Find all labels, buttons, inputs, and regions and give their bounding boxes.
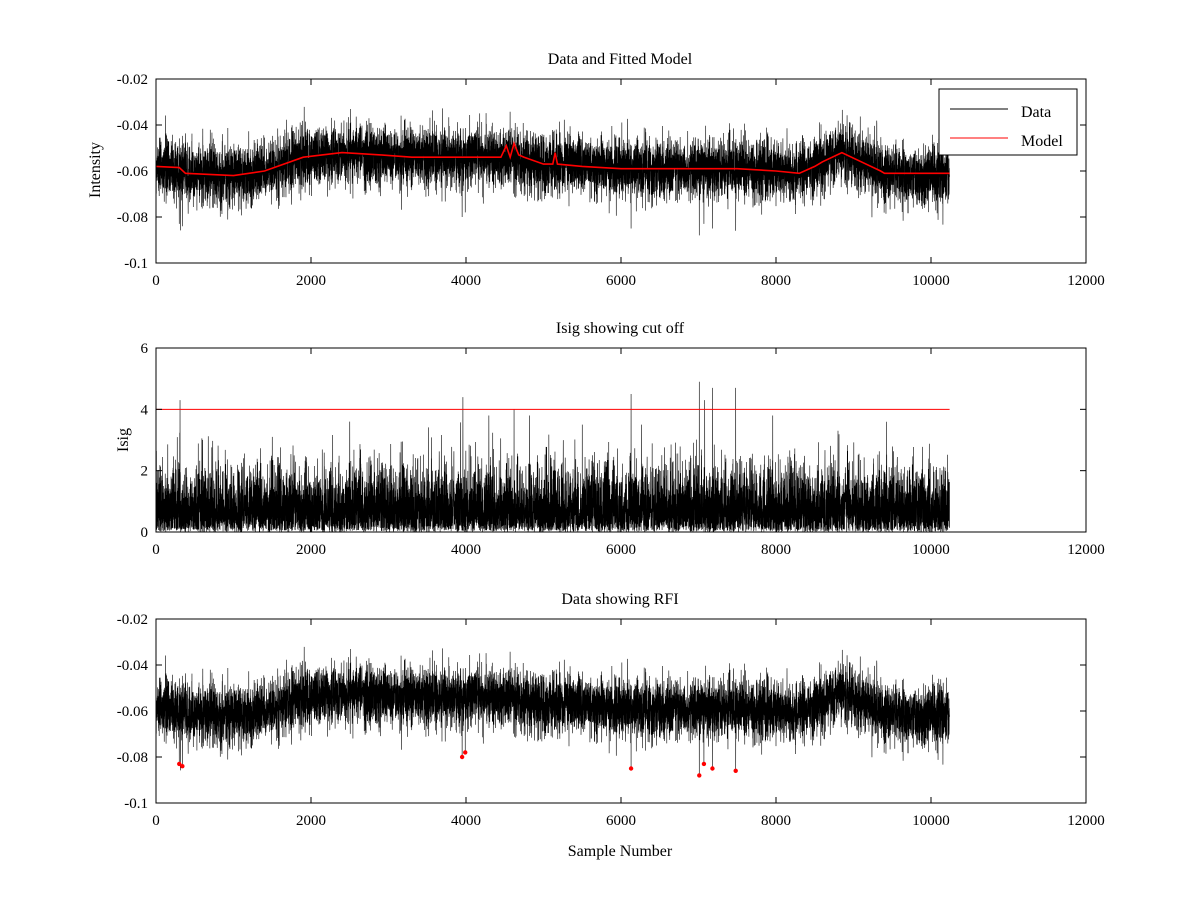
panel-3-rfi-point — [628, 766, 634, 771]
panel-2-xtick-label: 6000 — [606, 542, 636, 558]
panel-2-xtick-label: 12000 — [1067, 542, 1105, 558]
panel-1-ytick-label: -0.04 — [117, 118, 149, 134]
panel-2-xtick-label: 2000 — [296, 542, 326, 558]
panel-2-xtick-label: 4000 — [451, 542, 481, 558]
panel-3-rfi-point — [701, 761, 707, 767]
panel-3-ytick-label: -0.06 — [117, 704, 149, 720]
panel-2-plot: 0 2000 4000 6000 8000 10000 12000 0 2 4 6 — [141, 341, 1105, 558]
panel-1-ytick-label: -0.02 — [117, 72, 148, 88]
panel-3-rfi-point — [180, 764, 185, 769]
panel-isig: Isig showing cut off 0 2000 4000 6000 8000 10… — [115, 320, 1105, 558]
panel-3-xtick-label: 12000 — [1067, 813, 1105, 829]
panel-3-ytick-label: -0.08 — [117, 750, 148, 766]
panel-2-ytick-label: 2 — [141, 464, 149, 480]
panel-1-title: Data and Fitted Model — [548, 51, 693, 68]
panel-1-plot: 0 2000 4000 6000 8000 10000 12000 -0.02 -0.04 -0.… — [117, 72, 1105, 289]
legend: Data Model — [938, 88, 1078, 156]
panel-1-series-data — [155, 106, 950, 236]
panel-1-ytick-label: -0.08 — [117, 210, 148, 226]
panel-1-xtick-label: 2000 — [296, 273, 326, 289]
panel-3-rfi-point — [697, 773, 702, 778]
panel-2-series-isig — [155, 381, 950, 533]
panel-3-ytick-label: -0.04 — [117, 658, 149, 674]
panel-3-rfi-point — [463, 750, 468, 755]
panel-2-title: Isig showing cut off — [556, 320, 685, 337]
panel-3-ytick-label: -0.1 — [124, 796, 148, 812]
panel-3-title: Data showing RFI — [561, 591, 678, 608]
panel-1-xtick-label: 6000 — [606, 273, 636, 289]
panel-2-ytick-label: 4 — [141, 402, 149, 418]
panel-3-xtick-label: 10000 — [912, 813, 950, 829]
panel-3-xtick-label: 2000 — [296, 813, 326, 829]
panel-data-rfi: Data showing RFI 0 2000 4000 6000 8000 10000 1… — [117, 591, 1105, 860]
panel-2-xtick-label: 8000 — [761, 542, 791, 558]
legend-box — [938, 88, 1078, 156]
panel-1-xtick-label: 10000 — [912, 273, 950, 289]
panel-3-rfi-point — [710, 766, 715, 771]
panel-1-xtick-label: 4000 — [451, 273, 481, 289]
panel-2-ytick-label: 6 — [141, 341, 149, 357]
panel-3-series-data — [155, 646, 950, 776]
panel-1-xtick-label: 8000 — [761, 273, 791, 289]
panel-3-plot: 0 2000 4000 6000 8000 10000 12000 -0.02 -0.04 -0.… — [117, 612, 1105, 829]
panel-3-rfi-point — [177, 761, 182, 767]
panel-2-xtick-label: 10000 — [912, 542, 950, 558]
panel-1-ytick-label: -0.1 — [124, 256, 148, 272]
panel-1-ytick-label: -0.06 — [117, 164, 149, 180]
panel-3-xtick-label: 4000 — [451, 813, 481, 829]
panel-3-rfi-point — [459, 754, 465, 760]
panel-2-ytick-label: 0 — [141, 525, 149, 541]
panel-data-and-model: Data and Fitted Model 0 2000 4000 6000 8000 1… — [87, 51, 1105, 289]
panel-3-xlabel: Sample Number — [568, 843, 673, 860]
panel-1-ylabel: Intensity — [87, 142, 104, 198]
panel-3-ytick-label: -0.02 — [117, 612, 148, 628]
legend-model-label: Model — [1021, 133, 1063, 150]
panel-1-series-model — [155, 140, 950, 177]
panel-3-xtick-label: 0 — [152, 813, 160, 829]
panel-2-xtick-label: 0 — [152, 542, 160, 558]
panel-3-xtick-label: 6000 — [606, 813, 636, 829]
panel-1-xtick-label: 12000 — [1067, 273, 1105, 289]
panel-3-rfi-point — [733, 768, 738, 773]
panel-3-xtick-label: 8000 — [761, 813, 791, 829]
legend-data-label: Data — [1021, 104, 1051, 121]
panel-1-xtick-label: 0 — [152, 273, 160, 289]
panel-2-ylabel: Isig — [115, 428, 132, 452]
